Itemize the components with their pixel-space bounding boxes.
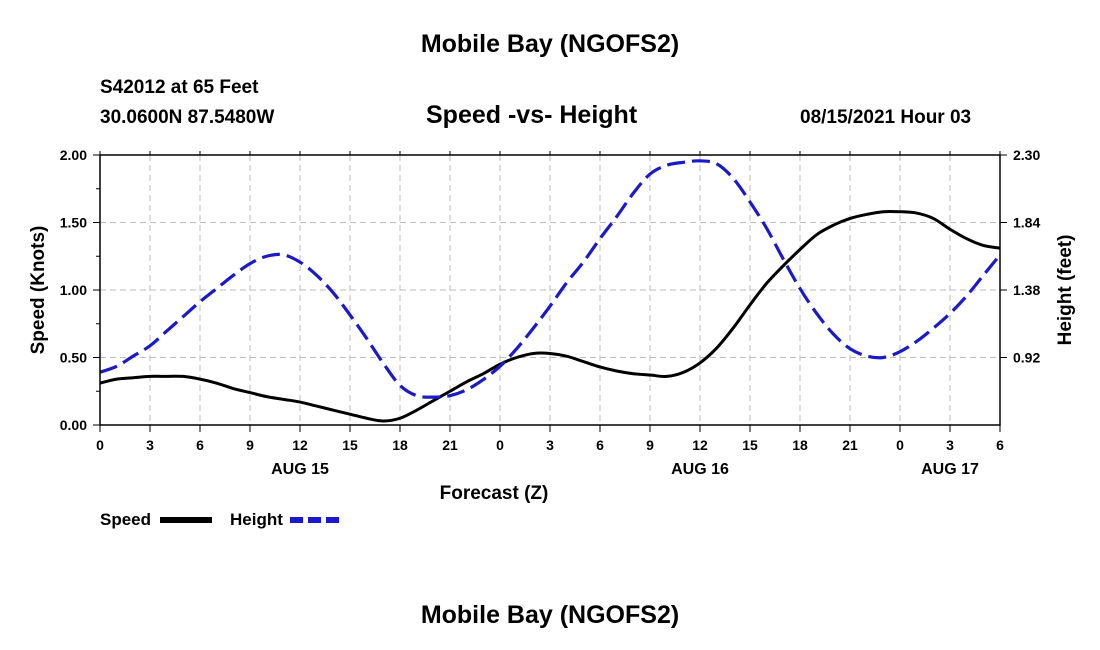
x-tick-label: 12 xyxy=(692,437,708,453)
station-label: S42012 at 65 Feet xyxy=(100,77,259,98)
x-tick-label: 3 xyxy=(946,437,954,453)
x-tick-label: 3 xyxy=(146,437,154,453)
y-tick-label: 2.00 xyxy=(60,147,87,163)
y2-tick-label: 1.38 xyxy=(1013,282,1040,298)
x-tick-label: 18 xyxy=(792,437,808,453)
x-date-label: AUG 17 xyxy=(921,461,979,478)
x-tick-label: 15 xyxy=(342,437,358,453)
plot-title: Speed -vs- Height xyxy=(426,101,638,129)
x-tick-label: 18 xyxy=(392,437,408,453)
x-axis-label: Forecast (Z) xyxy=(440,483,549,504)
x-tick-label: 3 xyxy=(546,437,554,453)
grid xyxy=(100,155,1000,425)
chart-title-top: Mobile Bay (NGOFS2) xyxy=(420,30,680,58)
x-tick-label: 21 xyxy=(442,437,458,453)
x-tick-label: 9 xyxy=(646,437,654,453)
speed-series-line xyxy=(99,209,1001,423)
series-lines xyxy=(99,159,1002,423)
x-tick-label: 0 xyxy=(896,437,904,453)
y2-axis-label: Height (feet) xyxy=(1055,235,1076,346)
y-axis-label: Speed (Knots) xyxy=(28,226,49,355)
legend-speed-label: Speed xyxy=(100,510,151,529)
y-tick-label: 1.50 xyxy=(60,215,87,231)
y2-tick-label: 2.30 xyxy=(1013,147,1040,163)
legend: Speed Height xyxy=(100,510,342,529)
y2-tick-label: 1.84 xyxy=(1013,215,1040,231)
x-tick-label: 6 xyxy=(996,437,1004,453)
x-date-label: AUG 16 xyxy=(671,461,729,478)
x-tick-label: 0 xyxy=(96,437,104,453)
datetime-label: 08/15/2021 Hour 03 xyxy=(800,107,972,128)
y-tick-label: 0.50 xyxy=(60,350,87,366)
x-tick-label: 6 xyxy=(596,437,604,453)
height-series-line xyxy=(99,159,1002,399)
y2-tick-label: 0.92 xyxy=(1013,350,1040,366)
x-tick-label: 12 xyxy=(292,437,308,453)
x-tick-label: 15 xyxy=(742,437,758,453)
legend-height-label: Height xyxy=(230,510,283,529)
x-tick-label: 9 xyxy=(246,437,254,453)
y-tick-label: 1.00 xyxy=(60,282,87,298)
axes: 0 3 6 9 12 15 18 21 0 3 6 9 12 15 18 21 0 3 6 AUG 15 AUG 16 A… xyxy=(60,147,1041,478)
y-tick-label: 0.00 xyxy=(60,417,87,433)
chart-title-bottom: Mobile Bay (NGOFS2) xyxy=(420,601,680,629)
x-tick-label: 6 xyxy=(196,437,204,453)
x-tick-label: 0 xyxy=(496,437,504,453)
x-date-label: AUG 15 xyxy=(271,461,329,478)
x-tick-label: 21 xyxy=(842,437,858,453)
coordinates-label: 30.0600N 87.5480W xyxy=(100,107,275,128)
